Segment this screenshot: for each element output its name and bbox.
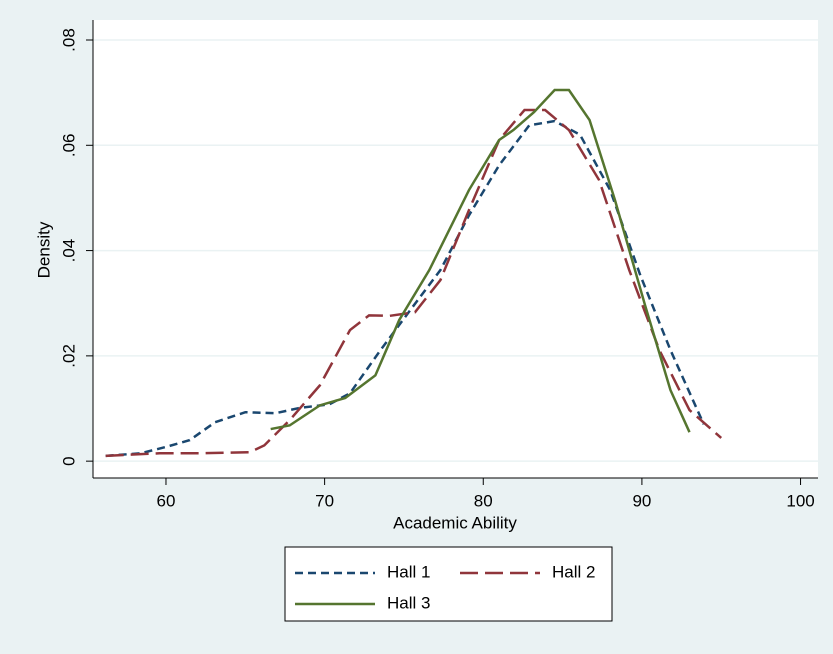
x-tick-label: 70 [315, 491, 334, 510]
x-tick-label: 60 [157, 491, 176, 510]
series-line [105, 119, 705, 458]
y-tick-label: 0 [59, 456, 78, 465]
y-tick-label: .08 [59, 28, 78, 52]
x-tick-label: 80 [474, 491, 493, 510]
y-axis-title: Density [34, 221, 53, 278]
legend-label: Hall 2 [552, 562, 595, 581]
y-tick-label: .04 [59, 239, 78, 263]
legend-box [284, 546, 613, 622]
y-tick-label: .06 [59, 133, 78, 157]
series-line [105, 108, 723, 458]
x-tick-label: 90 [632, 491, 651, 510]
x-tick-label: 100 [786, 491, 814, 510]
plot-area [93, 20, 818, 478]
series-line [270, 88, 691, 433]
legend-label: Hall 3 [387, 593, 430, 612]
x-axis-title: Academic Ability [393, 513, 517, 532]
legend-label: Hall 1 [387, 562, 430, 581]
y-tick-label: .02 [59, 344, 78, 368]
